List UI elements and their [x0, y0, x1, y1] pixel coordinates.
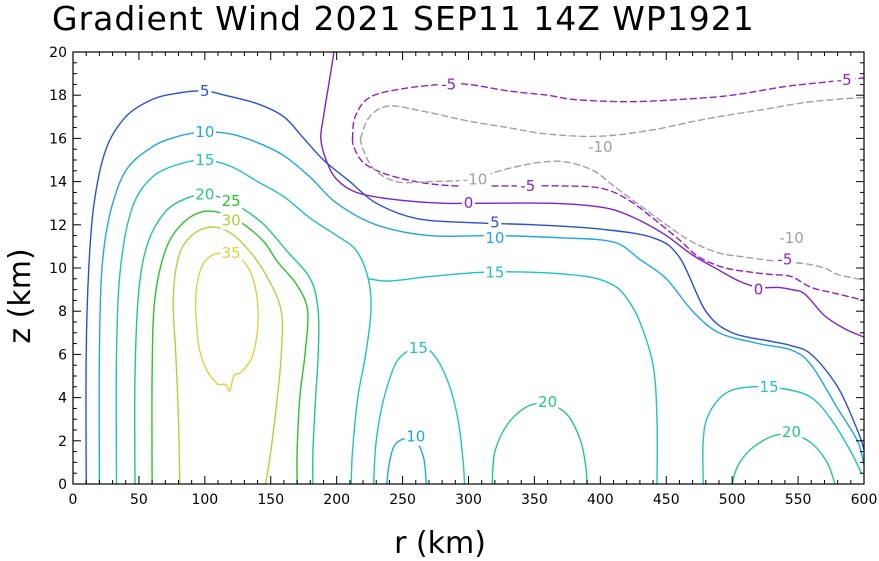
x-tick-label: 200: [323, 492, 350, 508]
x-tick-label: 0: [69, 492, 78, 508]
y-tick-label: 12: [49, 218, 67, 234]
contour-label-bg: [483, 228, 506, 247]
contour-label-bg: [483, 263, 506, 282]
contour-label: 5: [200, 82, 210, 100]
contour-line-5: [85, 90, 865, 485]
contour-label-bg: [193, 151, 216, 169]
contour-line-0: [320, 51, 865, 338]
x-tick-label: 600: [851, 492, 878, 508]
contour-line-30: [172, 226, 284, 485]
x-axis-label: r (km): [394, 526, 486, 561]
contour-line-20: [133, 193, 320, 485]
contour-line-15: [115, 159, 372, 485]
contour-label-bg: [220, 192, 243, 211]
contour-label-bg: [220, 243, 243, 262]
x-tick-label: 50: [130, 492, 148, 508]
y-tick-label: 2: [58, 434, 67, 450]
contour-label: 20: [782, 423, 801, 441]
contour-line--5: [351, 137, 865, 302]
y-tick-label: 0: [58, 477, 67, 493]
contour-line--10: [359, 137, 865, 282]
contour-line-15: [372, 346, 466, 485]
contour-label-bg: [404, 427, 427, 446]
contour-label-bg: [437, 75, 460, 94]
x-tick-label: 400: [587, 492, 614, 508]
y-tick-label: 4: [58, 391, 67, 407]
contour-label: 0: [464, 194, 474, 212]
contour-label-bg: [462, 194, 475, 213]
contour-label-bg: [752, 280, 766, 299]
contour-label: 15: [195, 151, 214, 169]
y-tick-label: 20: [49, 45, 67, 61]
contour-label: -10: [779, 229, 804, 247]
contour-layer: [85, 51, 865, 485]
contour-label-bg: [488, 213, 502, 232]
contour-line-20: [731, 433, 836, 485]
contour-label: 20: [195, 186, 214, 204]
contour-label-bg: [407, 338, 430, 357]
contour-label-bg: [584, 138, 616, 157]
contour-label: -5: [520, 177, 535, 195]
x-tick-label: 100: [191, 492, 218, 508]
contour-label-bg: [536, 392, 559, 411]
x-tick-label: 550: [785, 492, 812, 508]
x-tick-label: 450: [653, 492, 680, 508]
contour-label-bg: [758, 377, 781, 396]
contour-label-bg: [459, 170, 491, 189]
contour-line-25: [151, 210, 309, 485]
x-tick-label: 500: [719, 492, 746, 508]
contour-label-bg: [220, 211, 243, 230]
y-tick-label: 14: [49, 175, 67, 191]
contour-line--5: [351, 77, 865, 140]
y-tick-label: 16: [49, 131, 67, 147]
contour-label: 5: [490, 214, 500, 232]
x-tick-label: 250: [389, 492, 416, 508]
contour-label: 10: [195, 123, 214, 141]
y-axis-label: z (km): [3, 248, 38, 343]
contour-label: -10: [588, 138, 613, 156]
contour-label: -5: [837, 71, 852, 89]
contour-label: -5: [441, 75, 456, 93]
x-tick-label: 350: [521, 492, 548, 508]
contour-label-bg: [193, 185, 216, 204]
y-tick-label: 8: [58, 304, 67, 320]
contour-line--10: [359, 96, 865, 140]
contour-line-35: [194, 251, 259, 392]
contour-label: 25: [222, 192, 241, 210]
contour-label: 15: [760, 378, 779, 396]
y-tick-label: 18: [49, 88, 67, 104]
contour-label-bg: [773, 250, 796, 269]
x-tick-label: 300: [455, 492, 482, 508]
y-axis-ticks: 0 2 4 6 8 10 12 14 16 18 20: [49, 45, 864, 493]
contour-label: 15: [409, 339, 428, 357]
contour-label-bg: [780, 423, 803, 442]
contour-label: -10: [463, 170, 488, 188]
y-tick-label: 6: [58, 347, 67, 363]
contour-label-bg: [193, 122, 216, 141]
contour-line-20: [491, 402, 588, 485]
y-tick-label: 10: [49, 261, 67, 277]
contour-label-bg: [775, 228, 807, 247]
contour-line-10: [98, 131, 865, 485]
contour-line-15: [367, 271, 659, 485]
contour-label: 30: [222, 211, 241, 229]
contour-label: 10: [485, 229, 504, 247]
contour-label: 35: [222, 244, 241, 262]
contour-label: 15: [485, 263, 504, 281]
plot-frame: [72, 51, 865, 485]
contour-label: -5: [777, 250, 792, 268]
x-axis-ticks: 0 50 100 150 200 250 300 350 400 450 500 550 600: [69, 52, 878, 508]
contour-label-bg: [833, 71, 856, 90]
contour-label-bg: [198, 81, 212, 100]
chart-title: Gradient Wind 2021 SEP11 14Z WP1921: [52, 0, 755, 38]
x-tick-label: 150: [257, 492, 284, 508]
contour-label-bg: [516, 176, 539, 195]
contour-label: 0: [754, 281, 764, 299]
contour-label: 10: [406, 427, 425, 445]
contour-label: 20: [538, 393, 557, 411]
